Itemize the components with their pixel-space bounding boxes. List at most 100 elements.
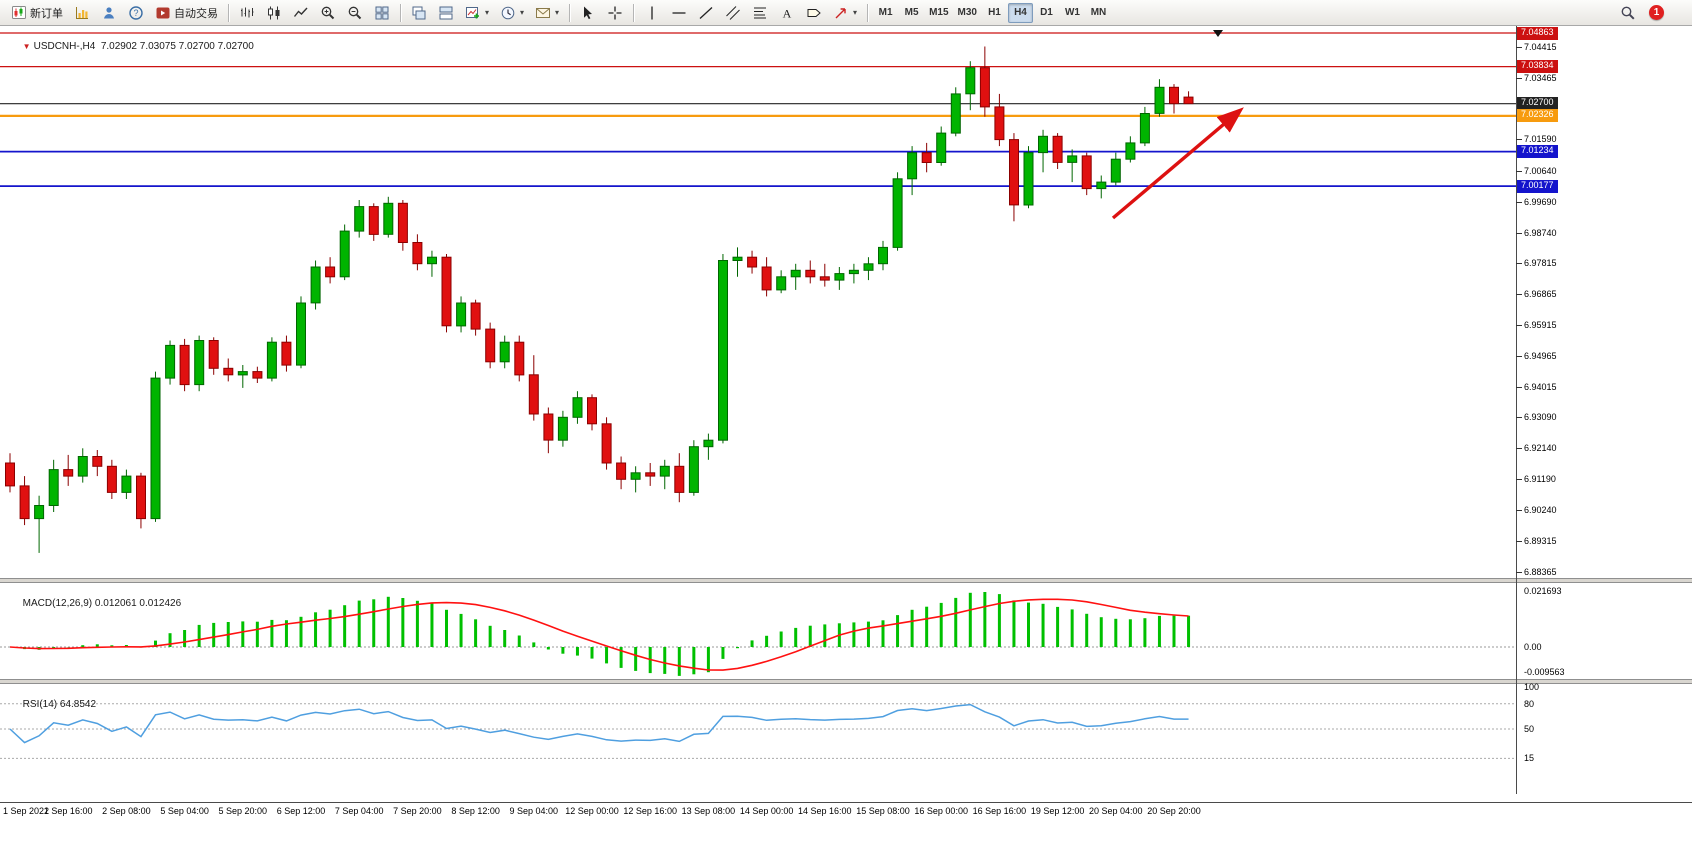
price-level-box: 7.02326 (1517, 109, 1558, 123)
time-label: 7 Sep 04:00 (334, 806, 384, 816)
template-mail-icon (535, 5, 551, 21)
period-button[interactable]: ▾ (495, 2, 529, 24)
new-order-button[interactable]: 新订单 (6, 2, 68, 24)
clock-icon (500, 5, 516, 21)
toolbar-right-group: 1 (1615, 2, 1664, 24)
price-tick: 6.95915 (1516, 319, 1557, 330)
bar-chart-icon (239, 5, 255, 21)
ohlc-values: 7.02902 7.03075 7.02700 7.02700 (100, 41, 254, 52)
text-icon: A (779, 5, 795, 21)
timeframe-button-h4[interactable]: H4 (1007, 2, 1033, 23)
rsi-label: RSI(14) (22, 699, 58, 710)
toolbar-separator (569, 3, 571, 22)
time-label: 2 Sep 08:00 (102, 806, 151, 816)
timeframe-button-h1[interactable]: H1 (982, 3, 1007, 23)
macd-chart[interactable] (0, 583, 1516, 679)
label-icon (806, 5, 822, 21)
time-axis[interactable]: 1 Sep 2022 1 Sep 16:00 2 Sep 08:00 5 Sep 04… (0, 802, 1692, 821)
macd-axis-label: -0.009563 (1524, 666, 1565, 677)
price-axis-border (1516, 26, 1517, 794)
time-label: 8 Sep 12:00 (451, 806, 500, 816)
notification-badge[interactable]: 1 (1649, 5, 1664, 20)
cascade-windows-button[interactable] (406, 2, 432, 24)
new-order-icon (11, 5, 27, 21)
tile-windows-button[interactable] (369, 2, 395, 24)
toolbar-separator (633, 3, 635, 22)
pane-separator[interactable] (0, 578, 1692, 583)
label-tool-button[interactable] (801, 2, 827, 24)
cursor-tool-button[interactable] (575, 2, 601, 24)
bar-chart-mode-button[interactable] (234, 2, 260, 24)
zoom-in-button[interactable] (315, 2, 341, 24)
search-button[interactable] (1615, 2, 1641, 24)
shapes-tool-button[interactable]: ▾ (828, 2, 862, 24)
price-level-box: 7.04863 (1517, 26, 1558, 40)
text-tool-button[interactable]: A (774, 2, 800, 24)
new-chart-button[interactable]: ▾ (460, 2, 494, 24)
vertical-line-tool-button[interactable] (639, 2, 665, 24)
time-label: 9 Sep 04:00 (509, 806, 559, 816)
dropdown-caret-icon: ▾ (853, 8, 858, 17)
price-chart[interactable] (0, 26, 1516, 578)
time-label: 16 Sep 00:00 (914, 806, 968, 816)
vertical-line-icon (644, 5, 660, 21)
object-marker-icon (1213, 30, 1223, 37)
new-order-label: 新订单 (30, 7, 63, 20)
time-label: 14 Sep 00:00 (739, 806, 794, 816)
time-label: 20 Sep 20:00 (1147, 806, 1201, 816)
crosshair-tool-button[interactable] (602, 2, 628, 24)
timeframe-button-m30[interactable]: M30 (954, 3, 981, 23)
time-label: 6 Sep 12:00 (276, 806, 326, 816)
line-chart-mode-button[interactable] (288, 2, 314, 24)
macd-axis-label: 0.00 (1524, 642, 1542, 652)
svg-text:?: ? (133, 8, 138, 18)
rsi-value: 64.8542 (59, 699, 97, 710)
trend-arrow[interactable] (1111, 107, 1244, 220)
fibonacci-tool-button[interactable] (747, 2, 773, 24)
pane-separator[interactable] (0, 679, 1692, 684)
timeframe-button-m1[interactable]: M1 (873, 3, 898, 23)
timeframe-button-d1[interactable]: D1 (1034, 3, 1059, 23)
timeframe-button-mn[interactable]: MN (1086, 3, 1111, 23)
help-button[interactable]: ? (123, 2, 149, 24)
autotrading-icon (155, 5, 171, 21)
macd-svg (0, 592, 1516, 676)
price-level-box: 7.03834 (1517, 60, 1558, 74)
trendline-tool-button[interactable] (693, 2, 719, 24)
rsi-axis-label: 50 (1524, 724, 1535, 734)
arrow-shape-icon (833, 5, 849, 21)
market-watch-button[interactable] (69, 2, 95, 24)
navigator-button[interactable] (96, 2, 122, 24)
price-tick: 6.89315 (1516, 535, 1557, 546)
horizontal-line-tool-button[interactable] (666, 2, 692, 24)
toolbar-separator (400, 3, 401, 22)
zoom-out-icon (347, 5, 363, 21)
arrange-windows-button[interactable] (433, 2, 459, 24)
search-icon (1620, 5, 1636, 21)
timeframe-button-w1[interactable]: W1 (1060, 3, 1085, 23)
price-tick: 7.03465 (1516, 73, 1557, 84)
cursor-icon (580, 5, 596, 21)
toolbar-separator (867, 3, 869, 22)
timeframe-button-m15[interactable]: M15 (925, 3, 952, 23)
new-chart-icon (465, 5, 481, 21)
rsi-axis-label: 100 (1524, 682, 1540, 692)
symbol-marker-icon: ▼ (22, 42, 31, 51)
macd-value: 0.012061 (94, 598, 137, 609)
symbol-period-label: USDCNH-,H4 (33, 41, 96, 52)
dropdown-caret-icon: ▾ (555, 8, 560, 17)
time-label: 16 Sep 16:00 (972, 806, 1027, 816)
autotrading-button[interactable]: 自动交易 (150, 2, 223, 24)
zoom-out-button[interactable] (342, 2, 368, 24)
channel-tool-button[interactable] (720, 2, 746, 24)
macd-label: MACD(12,26,9) (22, 598, 93, 609)
templates-button[interactable]: ▾ (530, 2, 564, 24)
candlestick-mode-button[interactable] (261, 2, 287, 24)
chart-title: ▼ USDCNH-,H4 7.02902 7.03075 7.02700 7.02… (6, 30, 254, 63)
horizontal-line-icon (671, 5, 687, 21)
timeframe-button-m5[interactable]: M5 (899, 3, 924, 23)
rsi-chart[interactable] (0, 684, 1516, 776)
help-icon: ? (128, 5, 144, 21)
zoom-in-icon (320, 5, 336, 21)
candlestick-icon (266, 5, 282, 21)
